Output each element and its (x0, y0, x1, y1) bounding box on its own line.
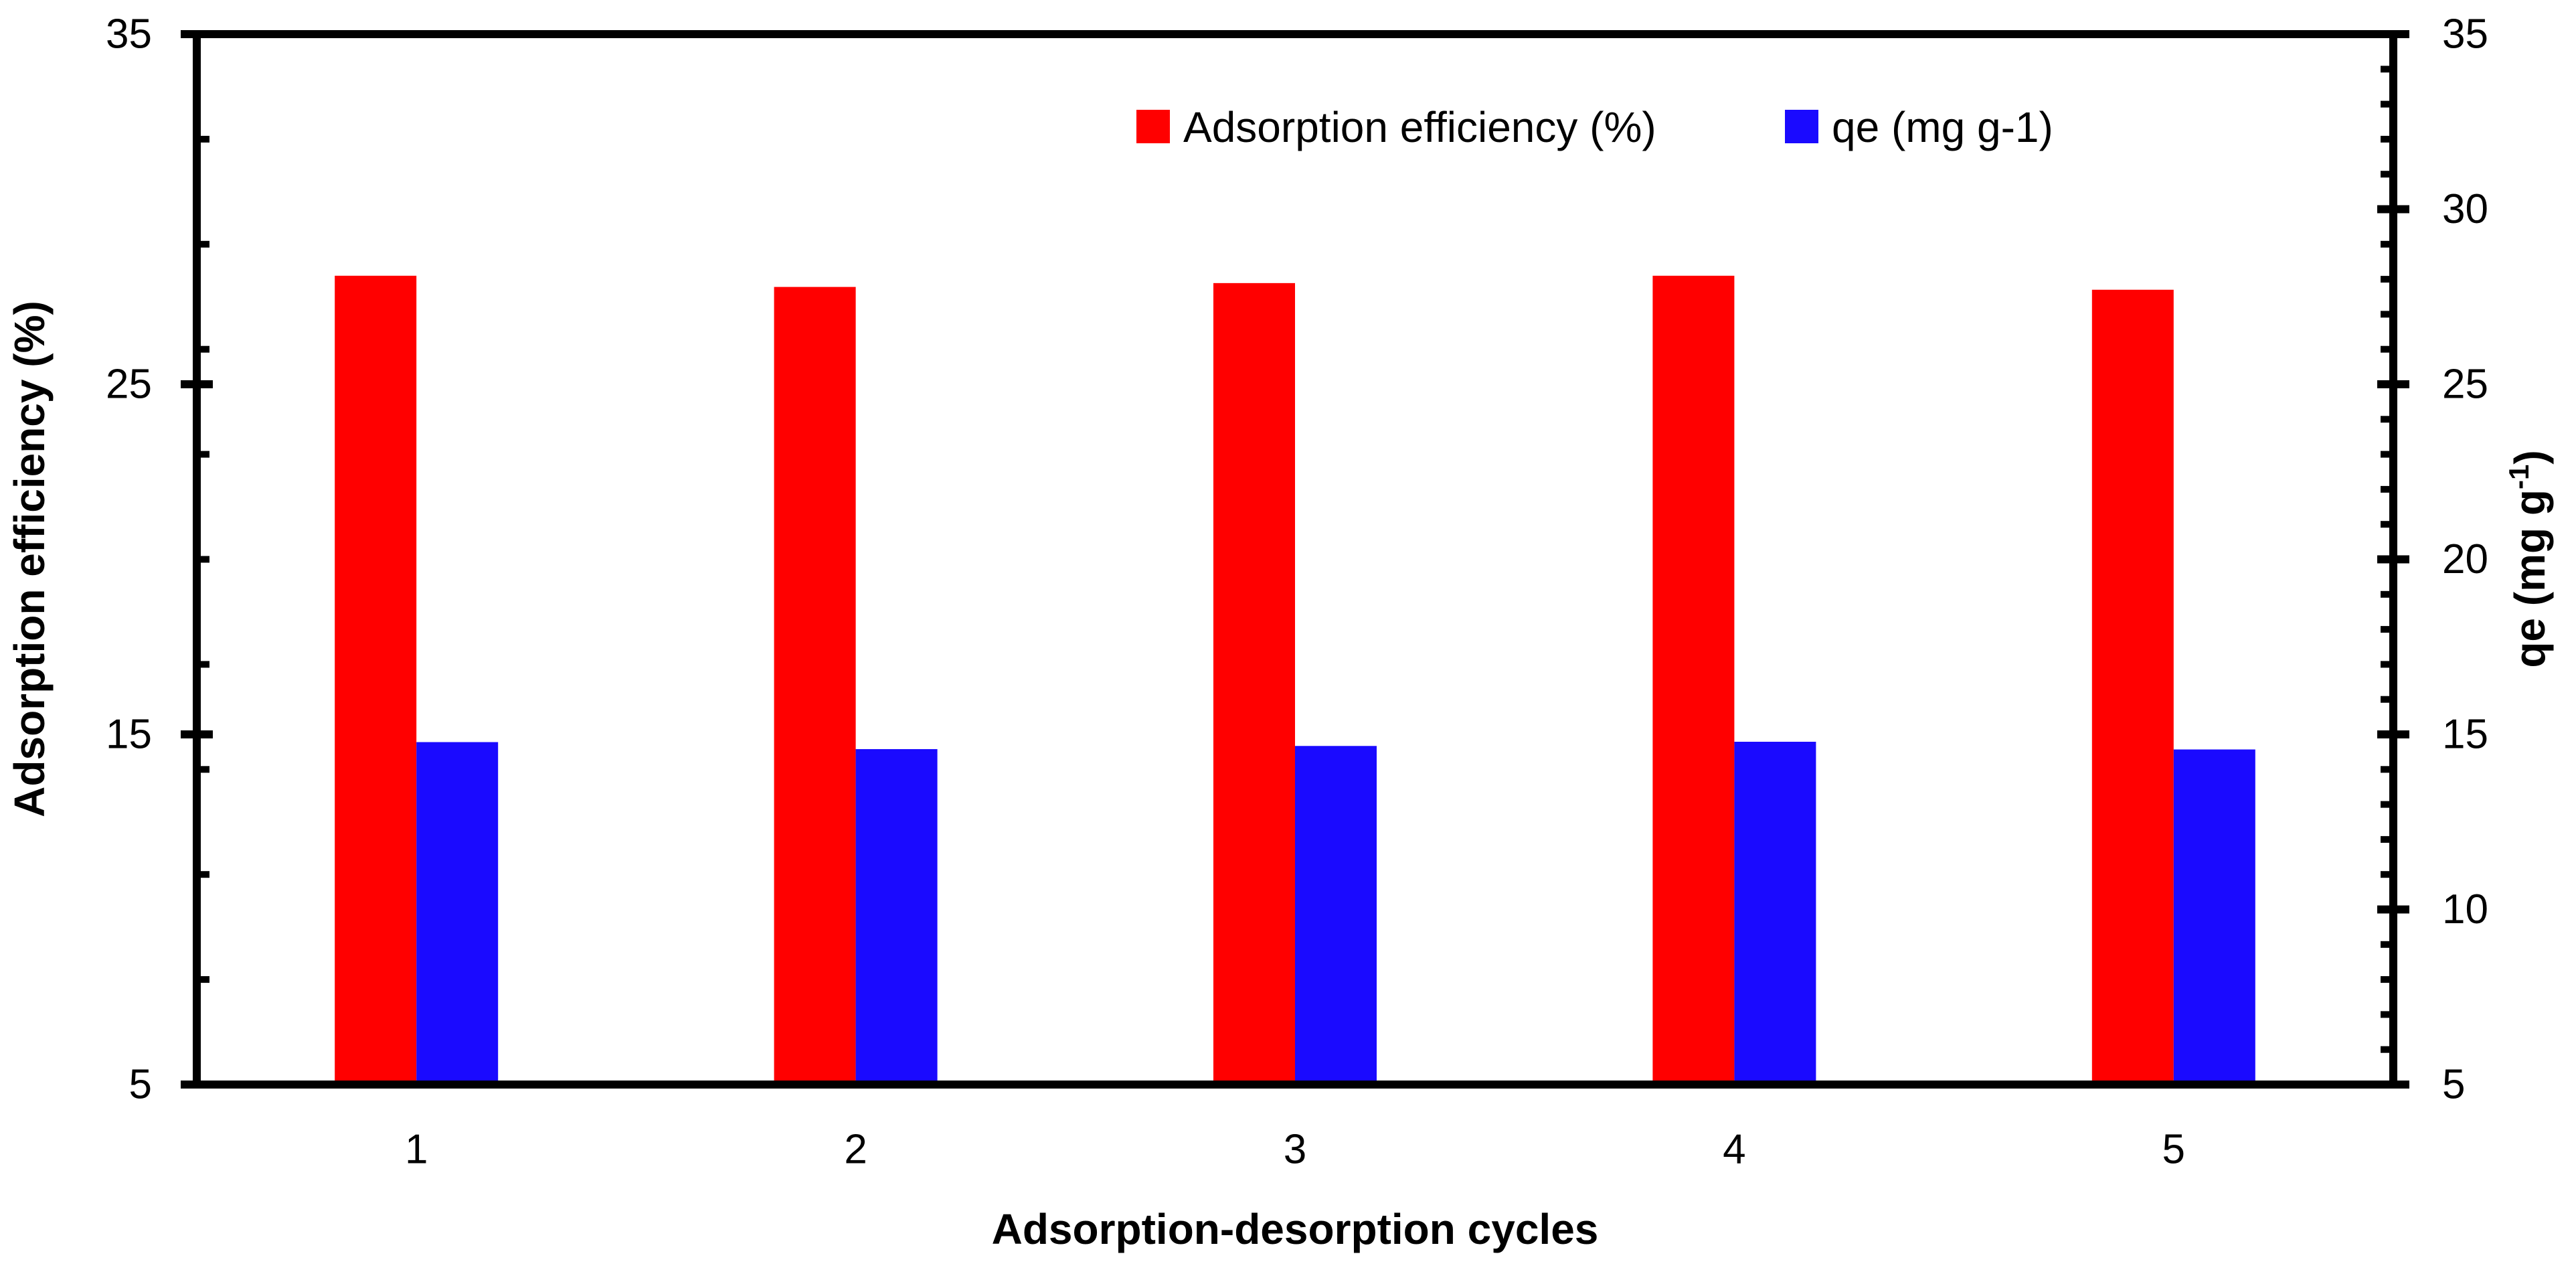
x-tick-label-5: 5 (2162, 1127, 2185, 1173)
right-axis-title-superscript: -1 (2503, 465, 2535, 489)
tick-label-left-25: 25 (106, 362, 152, 408)
right-axis-title: qe (mg g-1) (2503, 450, 2554, 667)
bar-qe-cycle-1 (416, 742, 499, 1081)
x-tick-label-1: 1 (405, 1127, 428, 1173)
legend-label-adsorption-efficiency: Adsorption efficiency (%) (1183, 103, 1656, 151)
bar-efficiency-cycle-4 (1652, 275, 1735, 1081)
tick-label-left-5: 5 (129, 1062, 152, 1108)
right-axis-title-close: ) (2506, 450, 2554, 464)
legend-swatch-adsorption-efficiency (1136, 110, 1170, 143)
legend-swatch-qe (1785, 110, 1818, 143)
x-tick-label-2: 2 (844, 1127, 867, 1173)
legend: Adsorption efficiency (%) qe (mg g-1) (1136, 103, 2053, 151)
tick-label-right-30: 30 (2442, 186, 2488, 232)
bar-efficiency-cycle-1 (335, 275, 417, 1081)
tick-label-left-15: 15 (106, 712, 152, 758)
tick-label-right-15: 15 (2442, 712, 2488, 758)
tick-label-left-35: 35 (106, 11, 152, 58)
bar-qe-cycle-2 (855, 748, 938, 1081)
x-tick-label-3: 3 (1284, 1127, 1306, 1173)
bar-qe-cycle-4 (1734, 741, 1816, 1081)
tick-label-right-35: 35 (2442, 11, 2488, 58)
bar-efficiency-cycle-3 (1213, 283, 1295, 1081)
x-tick-labels-group: 1 2 3 4 5 (405, 1127, 2185, 1173)
plot-frame (193, 30, 2397, 1089)
bar-qe-cycle-5 (2173, 749, 2255, 1081)
tick-label-right-25: 25 (2442, 362, 2488, 408)
bar-efficiency-cycle-2 (774, 287, 856, 1081)
tick-label-right-5: 5 (2442, 1062, 2465, 1108)
bar-efficiency-cycle-5 (2091, 289, 2174, 1081)
tick-label-right-20: 20 (2442, 536, 2488, 582)
bars-group (335, 275, 2255, 1081)
legend-label-qe: qe (mg g-1) (1832, 103, 2053, 151)
tick-label-right-10: 10 (2442, 886, 2488, 933)
bar-qe-cycle-3 (1295, 746, 1377, 1081)
x-tick-label-4: 4 (1723, 1127, 1745, 1173)
right-axis-title-main: qe (mg g (2506, 489, 2554, 668)
x-axis-title: Adsorption-desorption cycles (992, 1205, 1599, 1253)
left-axis-title: Adsorption efficiency (%) (5, 301, 54, 817)
